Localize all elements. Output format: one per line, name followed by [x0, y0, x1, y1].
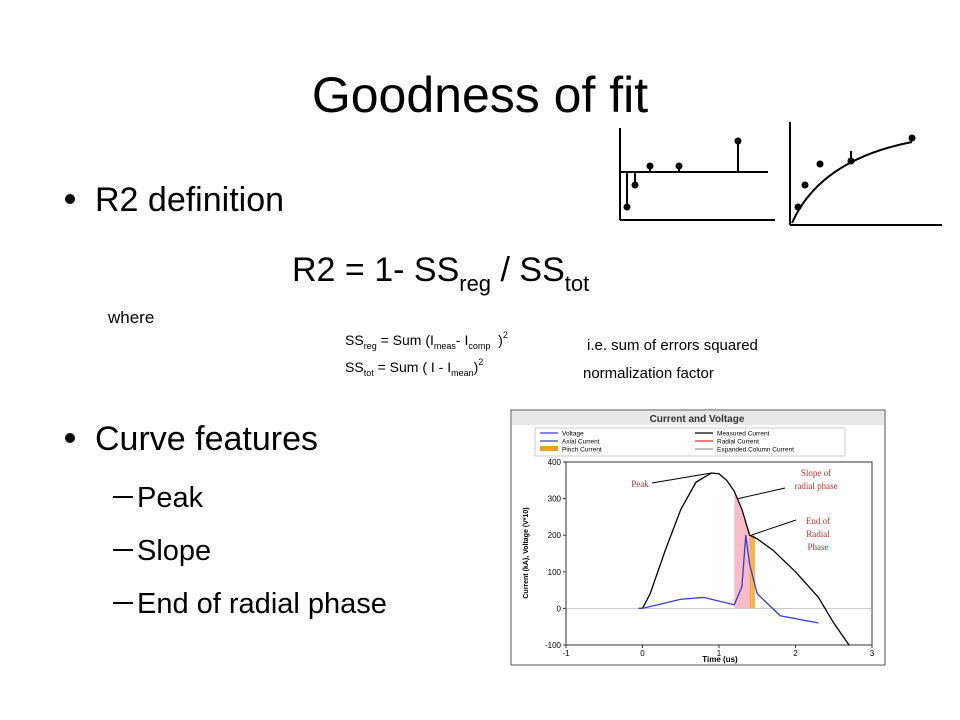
eq-sub: mean — [451, 368, 474, 378]
legend-label: Measured Current — [717, 431, 770, 438]
where-text: where — [107, 308, 154, 327]
annotation-arrow — [651, 472, 712, 484]
y-axis-label: Current (kA), Voltage (V*10) — [523, 507, 530, 598]
sub-bullet: End of radial phase — [137, 588, 387, 620]
eq-sub: tot — [364, 368, 375, 378]
formula-part: R2 = 1- SS — [292, 251, 459, 289]
slide-title: Goodness of fit — [312, 67, 648, 123]
bullet-text: R2 definition — [95, 181, 284, 219]
eq-sub: comp — [468, 341, 490, 351]
legend-label: Expanded Column Current — [717, 447, 794, 454]
formula: R2 = 1- SSreg / SStot — [292, 251, 589, 296]
legend-label: Voltage — [562, 431, 584, 438]
ss-reg: SSreg = Sum (Imeas- Icomp )2 — [345, 330, 508, 351]
bullet — [65, 194, 75, 204]
annotation: End of — [806, 516, 830, 526]
series-line — [638, 535, 819, 624]
annotation: Phase — [808, 542, 829, 552]
legend-swatch — [540, 446, 558, 451]
inset-title: Current and Voltage — [650, 414, 745, 425]
y-tick-label: 400 — [548, 458, 562, 467]
formula-part: / SS — [491, 251, 565, 289]
annotation-arrow — [750, 519, 797, 536]
formula-sub: tot — [565, 271, 589, 296]
x-tick-label: 1 — [717, 649, 722, 658]
inset-header — [512, 411, 884, 425]
y-tick-label: 300 — [548, 495, 562, 504]
residual-sketch — [619, 122, 942, 226]
sub-bullet: Slope — [137, 535, 211, 567]
radial-shade — [734, 491, 750, 609]
bullet — [65, 433, 75, 443]
x-tick-label: -1 — [562, 649, 570, 658]
x-axis-label: Time (us) — [702, 655, 738, 664]
y-tick-label: -100 — [545, 641, 562, 650]
eq-part: = Sum (I — [377, 332, 434, 348]
annotation: radial phase — [794, 481, 837, 491]
eq-part: SS — [345, 359, 364, 375]
annotation-arrow — [738, 487, 786, 500]
legend-label: Radial Current — [717, 439, 759, 446]
legend-label: Axial Current — [562, 439, 600, 446]
y-tick-label: 200 — [548, 531, 562, 540]
note: i.e. sum of errors squared — [587, 337, 758, 354]
eq-part: SS — [345, 332, 364, 348]
annotation: Radial — [806, 529, 830, 539]
series-line — [638, 472, 850, 646]
bullet-text: Curve features — [95, 420, 318, 458]
formula-sub: reg — [459, 271, 491, 296]
eq-sup: 2 — [478, 357, 483, 367]
sub-bullet: Peak — [137, 482, 204, 514]
y-tick-label: 100 — [548, 568, 562, 577]
eq-part: ) — [474, 359, 479, 375]
eq-sub: reg — [364, 341, 377, 351]
eq-sub: meas — [434, 341, 457, 351]
eq-part: - I — [456, 332, 468, 348]
eq-sup: 2 — [503, 330, 508, 340]
eq-part: = Sum ( I - I — [374, 359, 451, 375]
x-tick-label: 3 — [870, 649, 875, 658]
annotation: Slope of — [801, 468, 831, 478]
x-tick-label: 2 — [793, 649, 798, 658]
ss-tot: SStot = Sum ( I - Imean)2 — [345, 357, 483, 378]
x-tick-label: 0 — [640, 649, 645, 658]
y-tick-label: 0 — [557, 604, 562, 613]
annotation: Peak — [631, 479, 649, 489]
legend — [534, 427, 846, 457]
eq-part: ) — [490, 332, 502, 348]
note: normalization factor — [583, 365, 714, 382]
legend-label: Pinch Current — [562, 447, 602, 454]
pinch-shade — [749, 535, 755, 609]
